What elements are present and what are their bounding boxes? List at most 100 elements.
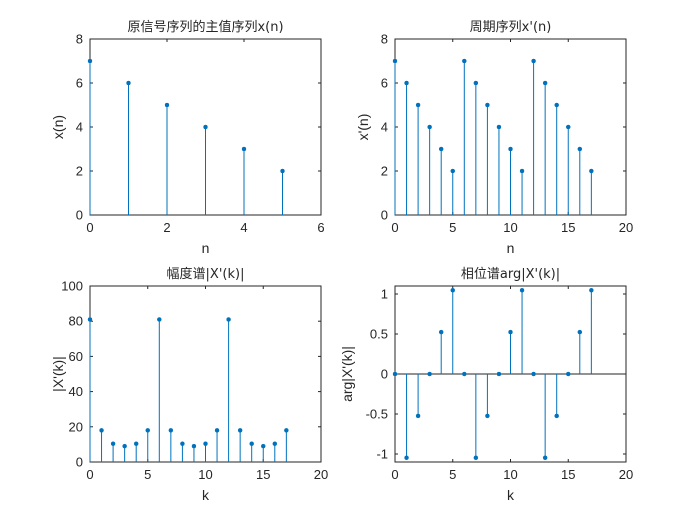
- y-tick-label: 60: [69, 349, 83, 364]
- x-tick-label: 10: [503, 467, 517, 482]
- y-tick-label: 0: [381, 208, 388, 223]
- stem-marker: [589, 287, 594, 293]
- x-tick-label: 20: [619, 467, 633, 482]
- stem-marker: [427, 124, 432, 130]
- stem-marker: [508, 329, 513, 335]
- stem-marker: [133, 441, 139, 446]
- stem-marker: [542, 80, 548, 86]
- x-tick-label: 10: [503, 220, 517, 235]
- y-tick-label: 40: [69, 384, 83, 399]
- stem-marker: [392, 58, 398, 64]
- y-tick-label: 0: [76, 208, 83, 223]
- x-axis-label: k: [507, 487, 515, 503]
- x-tick-label: 15: [561, 220, 575, 235]
- stem-marker: [203, 124, 208, 130]
- stem-marker: [404, 80, 409, 86]
- stem-marker: [261, 443, 266, 449]
- y-tick-label: -0.5: [366, 407, 388, 422]
- stem-marker: [462, 58, 467, 64]
- x-axis-label: n: [507, 240, 515, 256]
- stem-marker: [519, 287, 525, 293]
- stem-marker: [249, 441, 254, 446]
- x-tick-label: 20: [619, 220, 633, 235]
- stem-marker: [462, 371, 467, 377]
- stem-marker: [145, 428, 150, 433]
- stem-marker: [272, 441, 278, 446]
- stem-marker: [519, 168, 525, 174]
- y-tick-label: 8: [381, 32, 388, 47]
- x-tick-label: 0: [391, 467, 398, 482]
- subplot-1: 原信号序列的主值序列x(n) 0 2 4 6 0 2 4 6 8 n x(n): [50, 19, 325, 256]
- y-tick-label: 2: [381, 164, 388, 179]
- y-tick-label: 4: [381, 120, 388, 135]
- stem-marker: [180, 441, 185, 446]
- stem-marker: [450, 287, 455, 293]
- stem-marker: [427, 371, 432, 377]
- stem-marker: [589, 168, 594, 174]
- stem-marker: [404, 455, 409, 461]
- x-tick-label: 2: [163, 220, 170, 235]
- x-tick-label: 6: [317, 220, 324, 235]
- stem-marker: [577, 146, 583, 152]
- x-tick-label: 4: [240, 220, 247, 235]
- y-tick-label: 8: [76, 32, 83, 47]
- stem-marker: [577, 329, 583, 335]
- stem-marker: [203, 441, 208, 446]
- subplot-2: 周期序列x'(n) 0 5 10 15 20 0 2 4 6 8 n x'(n): [355, 20, 633, 256]
- x-tick-label: 15: [256, 467, 270, 482]
- x-tick-label: 5: [449, 467, 456, 482]
- stem-marker: [450, 168, 455, 174]
- y-tick-label: 20: [69, 419, 83, 434]
- stem-marker: [284, 428, 289, 433]
- x-tick-label: 20: [314, 467, 328, 482]
- stem-marker: [110, 441, 116, 446]
- stem-marker: [566, 124, 571, 130]
- stem-marker: [415, 102, 421, 108]
- y-tick-label: 4: [76, 120, 83, 135]
- x-tick-label: 0: [86, 467, 93, 482]
- y-tick-label: 0: [381, 367, 388, 382]
- chart-title: 相位谱arg|X'(k)|: [461, 267, 560, 282]
- y-axis-label: arg|X'(k)|: [339, 346, 355, 402]
- chart-title: 原信号序列的主值序列x(n): [127, 19, 283, 35]
- chart-title: 周期序列x'(n): [470, 20, 552, 35]
- stem-marker: [237, 428, 243, 433]
- stem-marker: [168, 428, 174, 433]
- stem-marker: [473, 455, 479, 461]
- y-tick-label: 2: [76, 164, 83, 179]
- stem-marker: [157, 317, 162, 322]
- y-tick-label: 80: [69, 314, 83, 329]
- stem-marker: [485, 102, 490, 108]
- y-tick-label: 1: [381, 287, 388, 302]
- stem-marker: [164, 102, 170, 108]
- stem-marker: [508, 146, 513, 152]
- subplot-4: 相位谱arg|X'(k)| 0 5 10 15 20 -1 -0.5 0 0.5 1 k arg|X'(…: [339, 267, 633, 503]
- stem-marker: [87, 317, 93, 322]
- stem-marker: [531, 371, 536, 377]
- stem-marker: [554, 413, 559, 419]
- stem-marker: [554, 102, 559, 108]
- y-tick-label: 0.5: [370, 327, 388, 342]
- x-tick-label: 15: [561, 467, 575, 482]
- y-tick-label: 0: [76, 455, 83, 470]
- stem-marker: [496, 371, 502, 377]
- x-tick-label: 5: [449, 220, 456, 235]
- x-axis-label: k: [202, 487, 210, 503]
- stem-marker: [241, 146, 247, 152]
- stem-marker: [438, 146, 444, 152]
- x-tick-label: 5: [144, 467, 151, 482]
- x-tick-label: 10: [198, 467, 212, 482]
- stem-marker: [191, 443, 197, 449]
- chart-title: 幅度谱|X'(k)|: [167, 266, 245, 282]
- y-tick-label: 6: [76, 76, 83, 91]
- stem-marker: [542, 455, 548, 461]
- stem-marker: [226, 317, 231, 322]
- stem-marker: [485, 413, 490, 419]
- stem-marker: [214, 428, 220, 433]
- stem-marker: [438, 329, 444, 335]
- y-axis-label: x(n): [50, 115, 66, 139]
- x-tick-label: 0: [86, 220, 93, 235]
- stem-marker: [280, 168, 285, 174]
- y-axis-label: |X'(k)|: [50, 356, 66, 392]
